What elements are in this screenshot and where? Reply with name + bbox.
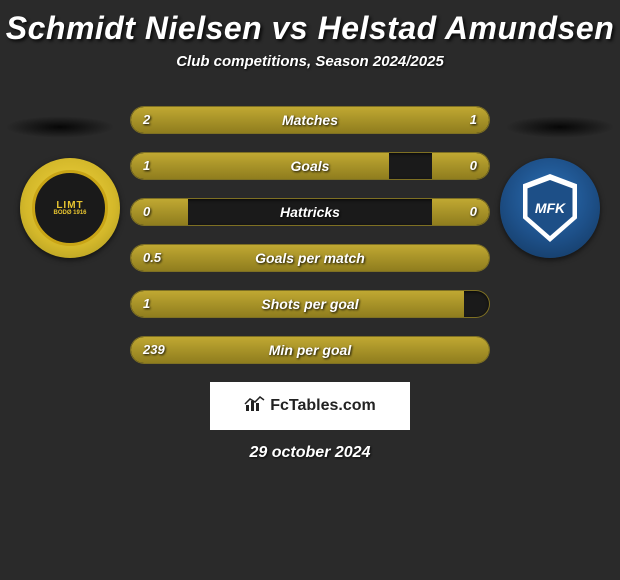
stats-list: Matches21Goals10Hattricks00Goals per mat…: [130, 88, 490, 364]
stat-value-left: 239: [143, 337, 165, 363]
stat-row: Goals1 0: [130, 152, 490, 180]
badge-right-text: MFK: [525, 180, 575, 236]
stat-label: Min per goal: [131, 337, 489, 363]
badge-left-line2: BODØ 1916: [53, 210, 86, 216]
stat-value-right: 0: [470, 199, 477, 225]
stat-row: Matches2 1: [130, 106, 490, 134]
stat-value-left: 1: [143, 291, 150, 317]
stat-row: Min per goal239: [130, 336, 490, 364]
player-shadow-right: [505, 116, 615, 138]
date-label: 29 october 2024: [0, 444, 620, 462]
stat-label: Shots per goal: [131, 291, 489, 317]
page-subtitle: Club competitions, Season 2024/2025: [0, 53, 620, 70]
stat-value-right: 1: [470, 107, 477, 133]
stat-value-left: 1: [143, 153, 150, 179]
stat-label: Matches: [131, 107, 489, 133]
club-badge-right: MFK: [500, 158, 600, 258]
stat-value-left: 2: [143, 107, 150, 133]
stat-value-left: 0.5: [143, 245, 161, 271]
comparison-area: LIMT BODØ 1916 MFK Matches21Goals10Hattr…: [0, 88, 620, 462]
club-badge-left: LIMT BODØ 1916: [20, 158, 120, 258]
page-title: Schmidt Nielsen vs Helstad Amundsen: [0, 0, 620, 53]
stat-label: Goals per match: [131, 245, 489, 271]
stat-row: Hattricks0 0: [130, 198, 490, 226]
chart-icon: [244, 395, 266, 418]
stat-value-right: 0: [470, 153, 477, 179]
stat-value-left: 0: [143, 199, 150, 225]
stat-row: Goals per match0.5: [130, 244, 490, 272]
player-shadow-left: [5, 116, 115, 138]
stat-label: Goals: [131, 153, 489, 179]
stat-label: Hattricks: [131, 199, 489, 225]
stat-row: Shots per goal1: [130, 290, 490, 318]
watermark: FcTables.com: [210, 382, 410, 430]
watermark-text: FcTables.com: [270, 397, 376, 415]
